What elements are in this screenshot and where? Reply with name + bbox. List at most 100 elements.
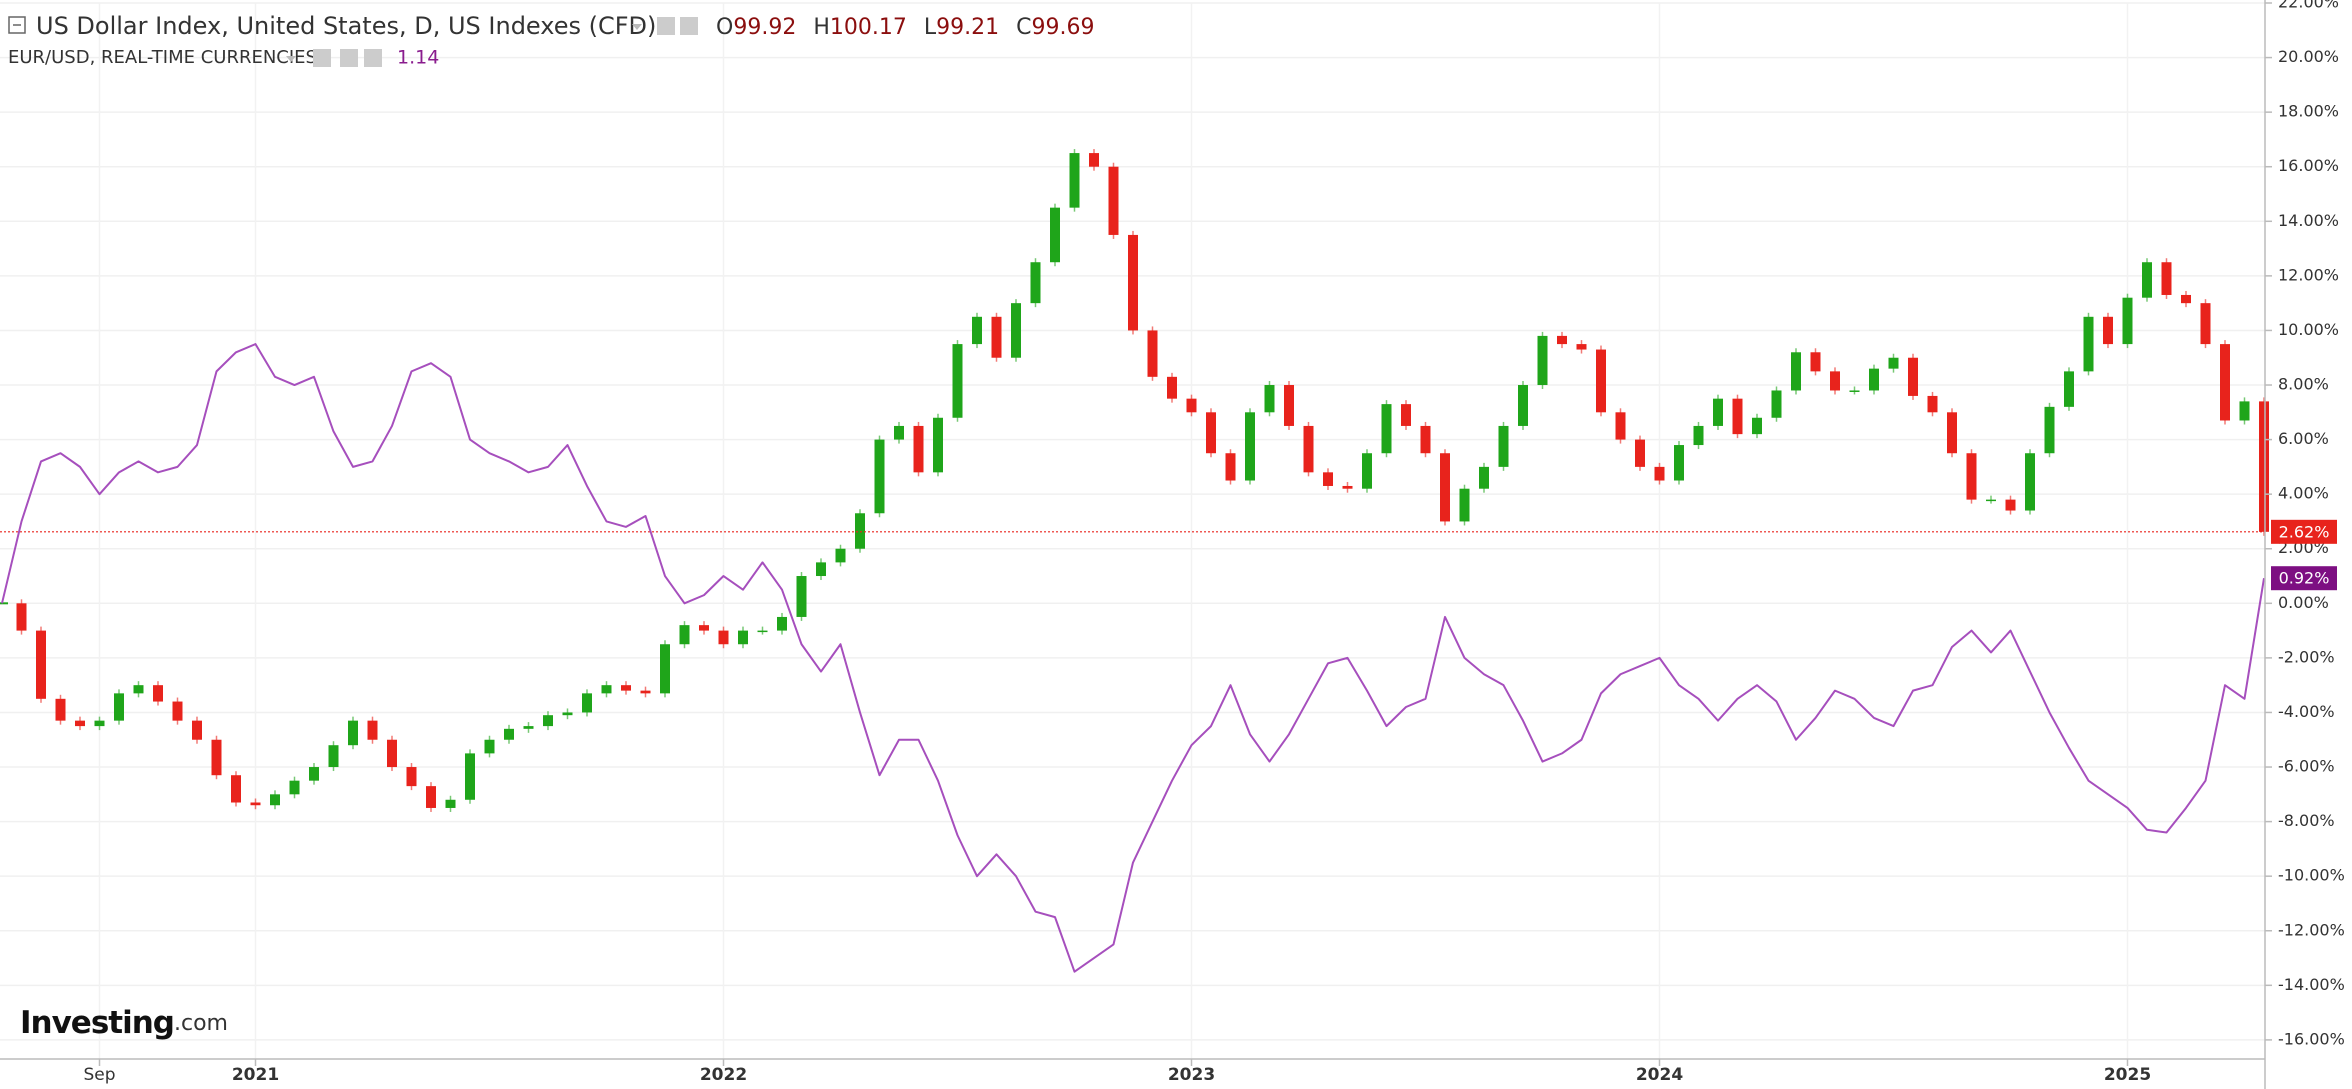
candle bbox=[2239, 401, 2250, 421]
y-tick-label: -4.00% bbox=[2278, 702, 2335, 721]
y-tick-label: -10.00% bbox=[2278, 866, 2345, 885]
settings-icon[interactable] bbox=[340, 49, 358, 67]
candle bbox=[55, 698, 66, 721]
y-tick-label: -2.00% bbox=[2278, 647, 2335, 666]
last-value-label: 2.62% bbox=[2279, 522, 2330, 541]
candle bbox=[406, 767, 417, 787]
candle bbox=[1908, 357, 1918, 396]
candle bbox=[1264, 385, 1275, 413]
candle bbox=[796, 576, 807, 617]
candle bbox=[250, 802, 261, 806]
candle bbox=[816, 562, 826, 577]
candle bbox=[465, 753, 475, 800]
candle bbox=[855, 513, 865, 549]
candle bbox=[1459, 488, 1470, 522]
candle bbox=[2103, 316, 2113, 345]
y-tick-label: 6.00% bbox=[2278, 429, 2329, 448]
candle bbox=[972, 316, 982, 345]
y-tick-label: 22.00% bbox=[2278, 0, 2339, 12]
candle bbox=[1693, 425, 1704, 446]
candle bbox=[1674, 445, 1684, 481]
watermark-suffix: .com bbox=[174, 1011, 228, 1036]
candle bbox=[660, 644, 670, 694]
candle bbox=[913, 425, 924, 473]
x-tick-label: 2022 bbox=[700, 1065, 747, 1085]
candle bbox=[1771, 390, 1782, 418]
candle bbox=[601, 685, 612, 694]
candle bbox=[133, 685, 144, 694]
settings-icon[interactable] bbox=[657, 17, 675, 35]
candle bbox=[640, 690, 651, 694]
candle bbox=[543, 715, 553, 727]
y-tick-label: 4.00% bbox=[2278, 484, 2329, 503]
ohlc-key: O bbox=[716, 15, 733, 40]
candle bbox=[1479, 466, 1489, 489]
last-value-label: 0.92% bbox=[2279, 569, 2330, 588]
y-tick-label: 16.00% bbox=[2278, 156, 2339, 175]
ohlc-key: L bbox=[924, 15, 937, 40]
candle bbox=[777, 616, 787, 631]
candle bbox=[1069, 153, 1080, 208]
dropdown-icon[interactable] bbox=[286, 56, 296, 62]
candle bbox=[2064, 371, 2074, 407]
candle bbox=[2200, 303, 2211, 345]
candle bbox=[1225, 453, 1236, 481]
candle bbox=[1147, 330, 1158, 377]
candle bbox=[36, 630, 46, 699]
y-tick-label: 8.00% bbox=[2278, 375, 2329, 394]
candle bbox=[504, 728, 514, 740]
candle bbox=[1830, 371, 1840, 391]
y-tick-label: 10.00% bbox=[2278, 320, 2339, 339]
candle bbox=[1635, 439, 1645, 467]
x-tick-label: 2023 bbox=[1168, 1065, 1215, 1085]
last-value-box bbox=[2271, 519, 2337, 544]
settings-icon[interactable] bbox=[680, 17, 698, 35]
watermark: Investing.com bbox=[20, 1005, 228, 1041]
candle bbox=[621, 685, 631, 691]
candle bbox=[1576, 344, 1587, 350]
candle bbox=[738, 630, 748, 645]
candle bbox=[991, 316, 1002, 358]
collapse-icon[interactable] bbox=[8, 16, 26, 34]
candle bbox=[367, 720, 378, 740]
candle bbox=[562, 712, 573, 716]
candle bbox=[1284, 385, 1294, 426]
candle bbox=[952, 344, 963, 418]
y-tick-label: -8.00% bbox=[2278, 811, 2335, 830]
candle bbox=[874, 439, 885, 514]
candle bbox=[1381, 404, 1392, 454]
candle bbox=[2005, 499, 2016, 511]
y-tick-label: -12.00% bbox=[2278, 920, 2345, 939]
candle bbox=[426, 786, 436, 808]
x-tick-label: 2025 bbox=[2104, 1065, 2151, 1085]
ohlc-value: 99.92 bbox=[733, 15, 796, 40]
candle bbox=[75, 720, 85, 727]
x-tick-label: Sep bbox=[83, 1065, 115, 1085]
candle bbox=[1713, 398, 1723, 426]
x-tick-label: 2021 bbox=[232, 1065, 279, 1085]
y-tick-label: -6.00% bbox=[2278, 757, 2335, 776]
series-title: EUR/USD, REAL-TIME CURRENCIES bbox=[8, 47, 317, 68]
candle bbox=[582, 693, 592, 713]
candle bbox=[1323, 472, 1333, 486]
close-icon[interactable] bbox=[364, 49, 382, 67]
candle bbox=[94, 720, 105, 727]
candle bbox=[933, 417, 943, 473]
candle bbox=[16, 603, 27, 631]
ohlc-value: 99.21 bbox=[936, 15, 999, 40]
candle bbox=[211, 739, 222, 776]
candle bbox=[1440, 453, 1450, 522]
candle bbox=[1128, 234, 1138, 331]
candle bbox=[1186, 398, 1197, 413]
candle bbox=[153, 685, 163, 702]
candle bbox=[2181, 294, 2191, 304]
candle bbox=[387, 739, 397, 768]
ohlc-value: 100.17 bbox=[830, 15, 907, 40]
x-tick-label: 2024 bbox=[1636, 1065, 1683, 1085]
candle bbox=[523, 726, 534, 729]
dropdown-icon[interactable] bbox=[632, 24, 642, 30]
candle bbox=[1206, 412, 1216, 454]
candle bbox=[2142, 262, 2152, 298]
candle bbox=[348, 720, 358, 746]
settings-icon[interactable] bbox=[313, 49, 331, 67]
